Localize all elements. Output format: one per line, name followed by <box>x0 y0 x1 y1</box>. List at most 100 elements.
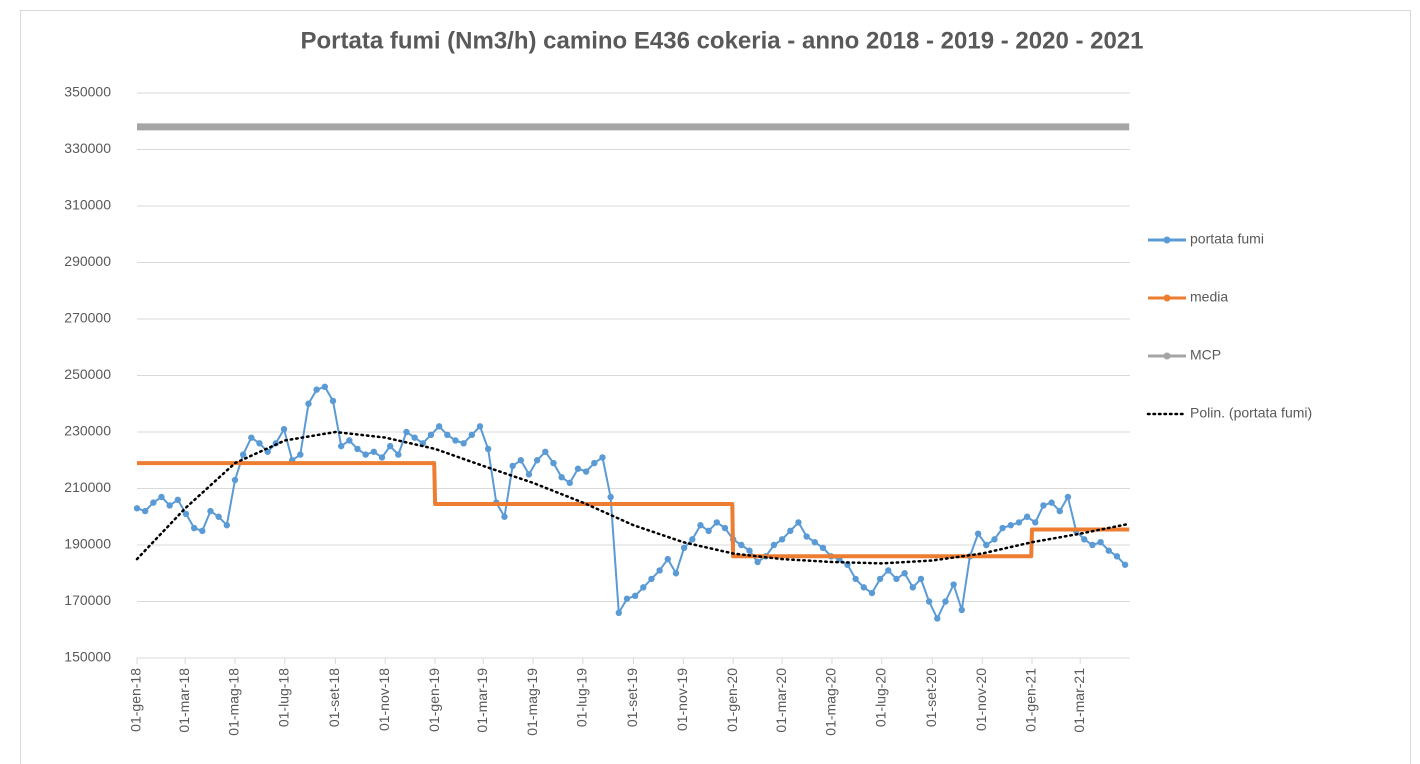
y-tick-label: 210000 <box>64 479 111 495</box>
data-point <box>370 448 378 455</box>
data-point <box>770 541 778 549</box>
x-tick-label: 01-mar-19 <box>474 668 490 733</box>
data-point <box>533 457 541 464</box>
y-tick-label: 190000 <box>64 536 111 552</box>
data-point <box>256 440 263 447</box>
legend-marker <box>1163 236 1171 244</box>
y-tick-label: 310000 <box>64 197 111 213</box>
y-tick-label: 270000 <box>64 310 111 326</box>
data-point <box>746 547 753 554</box>
x-tick-label: 01-nov-18 <box>376 668 392 731</box>
legend-label: portata fumi <box>1190 231 1264 247</box>
y-tick-label: 350000 <box>64 84 111 100</box>
data-point <box>925 598 933 605</box>
data-point <box>819 544 827 552</box>
data-point <box>460 440 467 447</box>
data-point <box>452 437 459 444</box>
x-tick-label: 01-mar-20 <box>773 668 789 733</box>
data-point <box>672 570 680 577</box>
data-point <box>876 575 884 583</box>
data-point <box>656 567 663 574</box>
data-point <box>860 584 867 591</box>
data-point <box>738 541 745 549</box>
data-point <box>468 431 476 439</box>
data-point <box>133 505 141 512</box>
data-point <box>1121 561 1129 568</box>
legend-label: Polin. (portata fumi) <box>1190 405 1312 421</box>
data-point <box>150 499 157 506</box>
data-point <box>1089 541 1096 549</box>
data-point <box>664 555 671 563</box>
data-point <box>1105 547 1112 554</box>
series-line <box>135 430 1131 565</box>
data-point <box>1032 519 1039 526</box>
data-point <box>974 530 982 537</box>
legend-marker <box>1163 294 1171 302</box>
x-tick-label: 01-lug-20 <box>872 668 888 727</box>
data-point <box>697 522 704 529</box>
x-tick-label: 01-gen-18 <box>128 668 144 732</box>
data-point <box>558 474 565 481</box>
data-point <box>631 592 639 600</box>
y-tick-label: 230000 <box>64 423 111 439</box>
data-point <box>1040 502 1047 509</box>
data-point <box>811 538 818 546</box>
data-point <box>868 589 876 597</box>
data-point <box>1007 522 1014 529</box>
data-point <box>1015 519 1023 526</box>
data-point <box>680 544 688 552</box>
data-point <box>239 451 247 458</box>
data-point <box>484 445 492 453</box>
data-point <box>313 386 320 393</box>
data-point <box>582 468 590 475</box>
x-tick-label: 01-gen-19 <box>426 668 442 732</box>
chart-title: Portata fumi (Nm3/h) camino E436 cokeria… <box>300 27 1143 54</box>
data-point <box>689 536 696 543</box>
data-point <box>591 459 598 467</box>
data-point <box>525 471 533 478</box>
data-point <box>378 454 386 461</box>
data-point <box>607 493 614 501</box>
data-point <box>141 507 149 515</box>
data-point <box>542 448 549 455</box>
data-point <box>648 575 655 583</box>
data-point <box>174 496 182 503</box>
data-point <box>403 428 410 436</box>
data-point <box>778 536 786 543</box>
data-point <box>803 533 810 540</box>
data-point <box>566 479 574 487</box>
x-tick-label: 01-nov-19 <box>674 668 690 731</box>
x-tick-label: 01-gen-20 <box>724 668 740 732</box>
data-point <box>909 584 916 591</box>
x-tick-label: 01-mar-21 <box>1071 668 1087 733</box>
data-point <box>321 383 329 390</box>
data-point <box>1048 499 1055 506</box>
x-tick-label: 01-lug-18 <box>276 668 292 727</box>
data-point <box>983 541 990 549</box>
data-point <box>280 425 288 433</box>
data-point <box>166 502 173 509</box>
data-point <box>599 454 606 461</box>
data-point <box>509 462 516 470</box>
x-tick-label: 01-lug-19 <box>574 668 590 727</box>
data-point <box>1097 538 1104 546</box>
data-point <box>754 558 761 566</box>
series-line <box>136 385 1126 620</box>
data-point <box>444 431 451 439</box>
data-point <box>207 507 214 515</box>
x-tick-label: 01-mar-18 <box>176 668 192 733</box>
data-point <box>893 575 900 583</box>
data-point <box>362 451 369 458</box>
data-point <box>190 524 198 532</box>
data-point <box>223 522 231 529</box>
chart-frame <box>20 10 1411 764</box>
data-point <box>1023 513 1031 520</box>
data-point <box>305 400 312 407</box>
data-point <box>917 575 925 583</box>
data-point <box>787 527 794 535</box>
x-tick-label: 01-gen-21 <box>1023 668 1039 732</box>
data-point <box>615 609 623 616</box>
y-tick-label: 330000 <box>64 140 111 156</box>
data-point <box>386 442 394 450</box>
